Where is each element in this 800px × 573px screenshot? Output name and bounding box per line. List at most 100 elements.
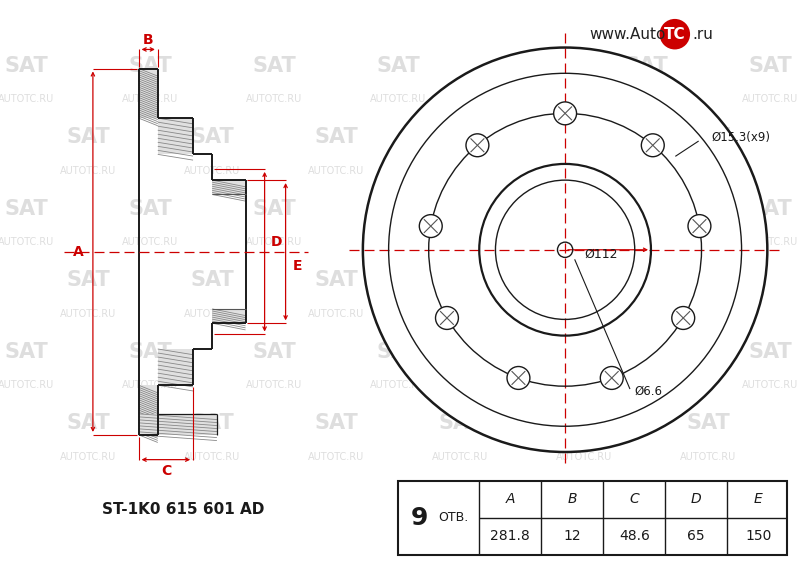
Text: AUTOTC.RU: AUTOTC.RU — [556, 166, 612, 175]
Text: SAT: SAT — [66, 270, 110, 291]
Circle shape — [659, 19, 690, 49]
Text: SAT: SAT — [686, 270, 730, 291]
Text: SAT: SAT — [500, 342, 544, 362]
Text: SAT: SAT — [748, 342, 792, 362]
Text: AUTOTC.RU: AUTOTC.RU — [0, 380, 54, 390]
Text: 48.6: 48.6 — [619, 529, 650, 543]
Text: SAT: SAT — [438, 127, 482, 147]
Text: AUTOTC.RU: AUTOTC.RU — [122, 380, 178, 390]
Text: SAT: SAT — [190, 270, 234, 291]
Text: AUTOTC.RU: AUTOTC.RU — [308, 166, 364, 175]
Text: SAT: SAT — [562, 413, 606, 433]
Text: ОТВ.: ОТВ. — [438, 511, 469, 524]
Circle shape — [642, 134, 664, 157]
Text: TC: TC — [664, 27, 686, 42]
Text: B: B — [567, 492, 577, 506]
Text: AUTOTC.RU: AUTOTC.RU — [494, 380, 550, 390]
Text: AUTOTC.RU: AUTOTC.RU — [308, 452, 364, 462]
Polygon shape — [138, 414, 217, 435]
Text: A: A — [506, 492, 515, 506]
Text: SAT: SAT — [624, 342, 668, 362]
Text: 150: 150 — [745, 529, 771, 543]
Text: AUTOTC.RU: AUTOTC.RU — [60, 309, 116, 319]
Text: AUTOTC.RU: AUTOTC.RU — [742, 380, 798, 390]
Text: AUTOTC.RU: AUTOTC.RU — [0, 94, 54, 104]
Text: AUTOTC.RU: AUTOTC.RU — [246, 94, 302, 104]
Text: SAT: SAT — [686, 127, 730, 147]
Polygon shape — [158, 349, 193, 385]
Text: AUTOTC.RU: AUTOTC.RU — [308, 309, 364, 319]
Text: SAT: SAT — [190, 127, 234, 147]
Text: AUTOTC.RU: AUTOTC.RU — [432, 309, 488, 319]
Text: SAT: SAT — [128, 199, 172, 219]
Text: ST-1K0 615 601 AD: ST-1K0 615 601 AD — [102, 502, 265, 517]
Text: E: E — [754, 492, 762, 506]
Text: SAT: SAT — [438, 270, 482, 291]
Text: SAT: SAT — [128, 56, 172, 76]
Text: AUTOTC.RU: AUTOTC.RU — [494, 94, 550, 104]
Circle shape — [688, 215, 711, 238]
Text: Ø6.6: Ø6.6 — [634, 384, 662, 398]
Text: AUTOTC.RU: AUTOTC.RU — [246, 380, 302, 390]
Text: B: B — [143, 33, 154, 47]
Circle shape — [600, 367, 623, 390]
Text: .ru: .ru — [692, 27, 713, 42]
Text: AUTOTC.RU: AUTOTC.RU — [680, 309, 736, 319]
Text: SAT: SAT — [314, 127, 358, 147]
Text: www.Auto: www.Auto — [589, 27, 666, 42]
Text: SAT: SAT — [748, 56, 792, 76]
Text: 12: 12 — [563, 529, 581, 543]
Text: SAT: SAT — [562, 127, 606, 147]
Text: AUTOTC.RU: AUTOTC.RU — [246, 237, 302, 247]
Text: SAT: SAT — [376, 199, 420, 219]
Text: AUTOTC.RU: AUTOTC.RU — [618, 237, 674, 247]
Text: AUTOTC.RU: AUTOTC.RU — [184, 309, 240, 319]
Polygon shape — [212, 309, 246, 323]
Polygon shape — [138, 385, 158, 435]
Circle shape — [466, 134, 489, 157]
Bar — [398, 481, 787, 555]
Text: AUTOTC.RU: AUTOTC.RU — [432, 452, 488, 462]
Circle shape — [554, 102, 577, 125]
Text: AUTOTC.RU: AUTOTC.RU — [122, 237, 178, 247]
Text: C: C — [161, 464, 171, 478]
Text: C: C — [630, 492, 639, 506]
Text: AUTOTC.RU: AUTOTC.RU — [742, 94, 798, 104]
Text: SAT: SAT — [66, 127, 110, 147]
Text: AUTOTC.RU: AUTOTC.RU — [680, 166, 736, 175]
Text: SAT: SAT — [562, 270, 606, 291]
Text: AUTOTC.RU: AUTOTC.RU — [618, 380, 674, 390]
Circle shape — [435, 307, 458, 329]
Text: AUTOTC.RU: AUTOTC.RU — [184, 452, 240, 462]
Text: Ø15.3(x9): Ø15.3(x9) — [711, 131, 770, 144]
Circle shape — [507, 367, 530, 390]
Text: AUTOTC.RU: AUTOTC.RU — [680, 452, 736, 462]
Text: SAT: SAT — [624, 56, 668, 76]
Text: SAT: SAT — [4, 342, 48, 362]
Text: SAT: SAT — [376, 342, 420, 362]
Text: SAT: SAT — [686, 413, 730, 433]
Text: AUTOTC.RU: AUTOTC.RU — [742, 237, 798, 247]
Text: SAT: SAT — [314, 413, 358, 433]
Text: SAT: SAT — [128, 342, 172, 362]
Text: D: D — [270, 235, 282, 249]
Text: AUTOTC.RU: AUTOTC.RU — [370, 380, 426, 390]
Text: AUTOTC.RU: AUTOTC.RU — [556, 309, 612, 319]
Text: 65: 65 — [687, 529, 705, 543]
Text: SAT: SAT — [4, 199, 48, 219]
Text: SAT: SAT — [314, 270, 358, 291]
Text: SAT: SAT — [252, 199, 296, 219]
Circle shape — [672, 307, 694, 329]
Text: SAT: SAT — [748, 199, 792, 219]
Text: E: E — [292, 259, 302, 273]
Text: SAT: SAT — [500, 199, 544, 219]
Text: SAT: SAT — [500, 56, 544, 76]
Text: AUTOTC.RU: AUTOTC.RU — [556, 452, 612, 462]
Text: 9: 9 — [410, 506, 428, 530]
Text: AUTOTC.RU: AUTOTC.RU — [370, 237, 426, 247]
Text: AUTOTC.RU: AUTOTC.RU — [60, 166, 116, 175]
Text: Ø112: Ø112 — [584, 248, 618, 261]
Text: AUTOTC.RU: AUTOTC.RU — [432, 166, 488, 175]
Text: AUTOTC.RU: AUTOTC.RU — [184, 166, 240, 175]
Circle shape — [419, 215, 442, 238]
